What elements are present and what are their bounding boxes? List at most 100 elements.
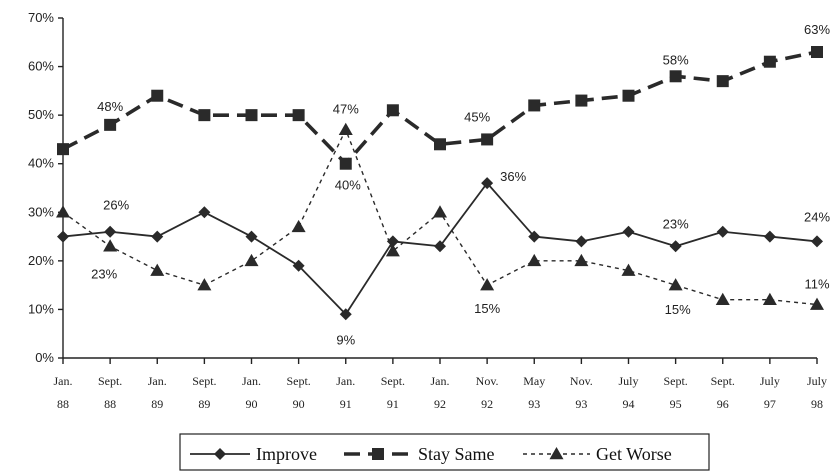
x-tick-label-year: 89 [198, 397, 210, 411]
point-stay-same [763, 55, 776, 68]
x-tick-label-year: 88 [57, 397, 69, 411]
data-label: 36% [500, 169, 526, 184]
series-markers [56, 46, 824, 321]
data-label: 47% [333, 102, 359, 117]
point-get-worse [197, 278, 212, 291]
x-tick-label-month: Jan. [54, 374, 73, 388]
point-get-worse [527, 253, 542, 267]
point-improve [716, 225, 729, 238]
legend-marker-improve [214, 448, 226, 460]
x-tick-label-month: July [807, 374, 827, 388]
x-tick-label-month: Nov. [570, 374, 593, 388]
point-get-worse [574, 253, 589, 267]
point-improve [481, 177, 494, 190]
data-labels: 48% 40% 45% 58% 63% 26% 9% 36% 23% 24% 23% 47% 15% 15… [91, 22, 830, 347]
point-stay-same [57, 143, 69, 156]
data-label: 15% [474, 301, 500, 316]
x-tick-label-year: 94 [623, 397, 635, 411]
point-get-worse [150, 263, 165, 276]
y-tick-label: 60% [28, 59, 54, 74]
data-label: 9% [336, 332, 355, 347]
point-improve [669, 240, 682, 253]
x-tick-label-month: Sept. [98, 374, 122, 388]
point-stay-same [245, 109, 258, 122]
point-improve [57, 230, 69, 243]
point-stay-same [104, 118, 117, 131]
point-improve [528, 230, 541, 243]
point-improve [151, 230, 164, 243]
point-improve [339, 308, 352, 321]
y-tick-label: 70% [28, 10, 54, 25]
x-tick-label-year: 91 [387, 397, 399, 411]
y-tick-label: 30% [28, 204, 54, 219]
point-get-worse [56, 205, 70, 218]
x-tick-label-month: July [760, 374, 780, 388]
series-lines [62, 50, 818, 316]
point-get-worse [385, 244, 400, 257]
legend-box [179, 433, 710, 471]
point-get-worse [338, 122, 353, 135]
point-get-worse [715, 292, 730, 305]
y-tick-label: 50% [28, 107, 54, 122]
x-tick-label-month: May [523, 374, 545, 388]
data-label: 15% [665, 302, 691, 317]
axes: 0% 10% 20% 30% 40% 50% 60% 70% Jan. 88 Sept. 88 Jan.… [28, 10, 827, 411]
point-stay-same [386, 104, 399, 117]
x-tick-label-year: 95 [670, 397, 682, 411]
legend-label-get-worse: Get Worse [596, 444, 672, 464]
point-stay-same [716, 75, 729, 88]
x-tick-label-year: 92 [434, 397, 446, 411]
x-tick-label-year: 88 [104, 397, 116, 411]
legend-marker-get-worse [549, 447, 564, 460]
point-stay-same [292, 109, 305, 122]
data-label: 11% [804, 277, 829, 292]
point-improve [434, 240, 446, 253]
x-tick-label-year: 91 [340, 397, 352, 411]
point-improve [622, 225, 635, 238]
x-tick-label-month: Sept. [711, 374, 735, 388]
x-tick-label-year: 92 [481, 397, 493, 411]
data-label: 23% [91, 266, 117, 281]
point-get-worse [668, 278, 683, 291]
data-label: 58% [663, 52, 689, 67]
point-stay-same [669, 70, 682, 83]
point-stay-same [622, 89, 635, 102]
legend-marker-stay-same [372, 448, 384, 460]
x-tick-label-year: 96 [717, 397, 729, 411]
x-tick-label-year: 89 [151, 397, 163, 411]
legend-label-stay-same: Stay Same [418, 444, 495, 464]
y-tick-label: 0% [35, 350, 54, 365]
data-label: 24% [804, 209, 830, 224]
point-stay-same [481, 133, 494, 146]
x-tick-label-month: Jan. [242, 374, 261, 388]
data-label: 48% [97, 99, 123, 114]
x-tick-label-year: 98 [811, 397, 823, 411]
y-tick-label: 10% [28, 301, 54, 316]
x-tick-label-year: 90 [293, 397, 305, 411]
point-stay-same [151, 89, 164, 102]
data-label: 45% [464, 109, 490, 124]
point-get-worse [291, 219, 306, 233]
point-improve [575, 235, 588, 248]
data-label: 63% [804, 22, 830, 37]
point-get-worse [244, 253, 259, 267]
x-tick-label-month: Jan. [336, 374, 355, 388]
x-tick-label-month: Sept. [663, 374, 687, 388]
x-tick-label-year: 90 [246, 397, 258, 411]
x-tick-label-month: July [618, 374, 638, 388]
point-stay-same [434, 138, 446, 151]
point-stay-same [528, 99, 541, 112]
x-tick-label-year: 93 [528, 397, 540, 411]
y-tick-label: 20% [28, 253, 54, 268]
point-improve [386, 235, 399, 248]
data-label: 23% [663, 216, 689, 231]
point-get-worse [433, 205, 447, 218]
y-tick-label: 40% [28, 156, 54, 171]
x-tick-label-year: 97 [764, 397, 776, 411]
point-improve [811, 235, 823, 248]
x-tick-label-month: Jan. [148, 374, 167, 388]
x-tick-label-month: Sept. [286, 374, 310, 388]
point-improve [198, 206, 211, 219]
point-get-worse [103, 239, 118, 252]
